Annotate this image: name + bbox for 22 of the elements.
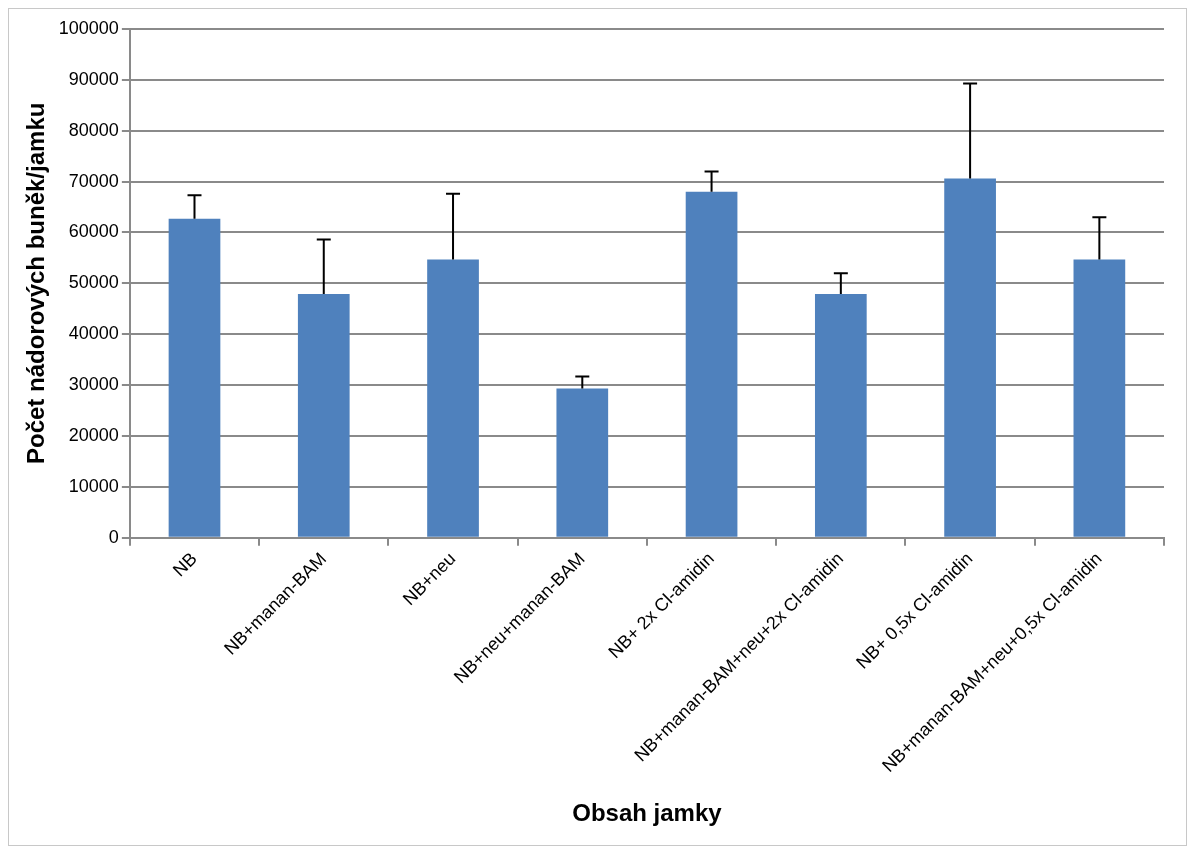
x-tick-label: NB <box>169 548 201 581</box>
bar <box>427 259 479 537</box>
y-tick-label: 30000 <box>68 374 119 395</box>
y-axis-title: Počet nádorových buněk/jamku <box>22 102 50 465</box>
bar <box>297 294 350 537</box>
bar <box>814 294 867 537</box>
y-tick-label: 50000 <box>68 272 119 293</box>
y-tick-label: 80000 <box>68 119 119 140</box>
bar <box>168 218 221 537</box>
y-tick-label: 0 <box>108 526 119 547</box>
y-tick-label: 90000 <box>68 68 119 89</box>
y-tick-label: 20000 <box>68 424 119 445</box>
bar <box>1073 259 1126 537</box>
y-tick-label: 60000 <box>68 221 119 242</box>
bar <box>556 388 609 537</box>
y-tick-label: 10000 <box>68 475 119 496</box>
bar <box>944 178 996 537</box>
bar <box>685 191 738 537</box>
y-tick-label: 70000 <box>68 170 119 191</box>
x-axis-title: Obsah jamky <box>572 799 723 827</box>
y-tick-label: 100000 <box>58 17 119 38</box>
y-tick-label: 40000 <box>68 323 119 344</box>
